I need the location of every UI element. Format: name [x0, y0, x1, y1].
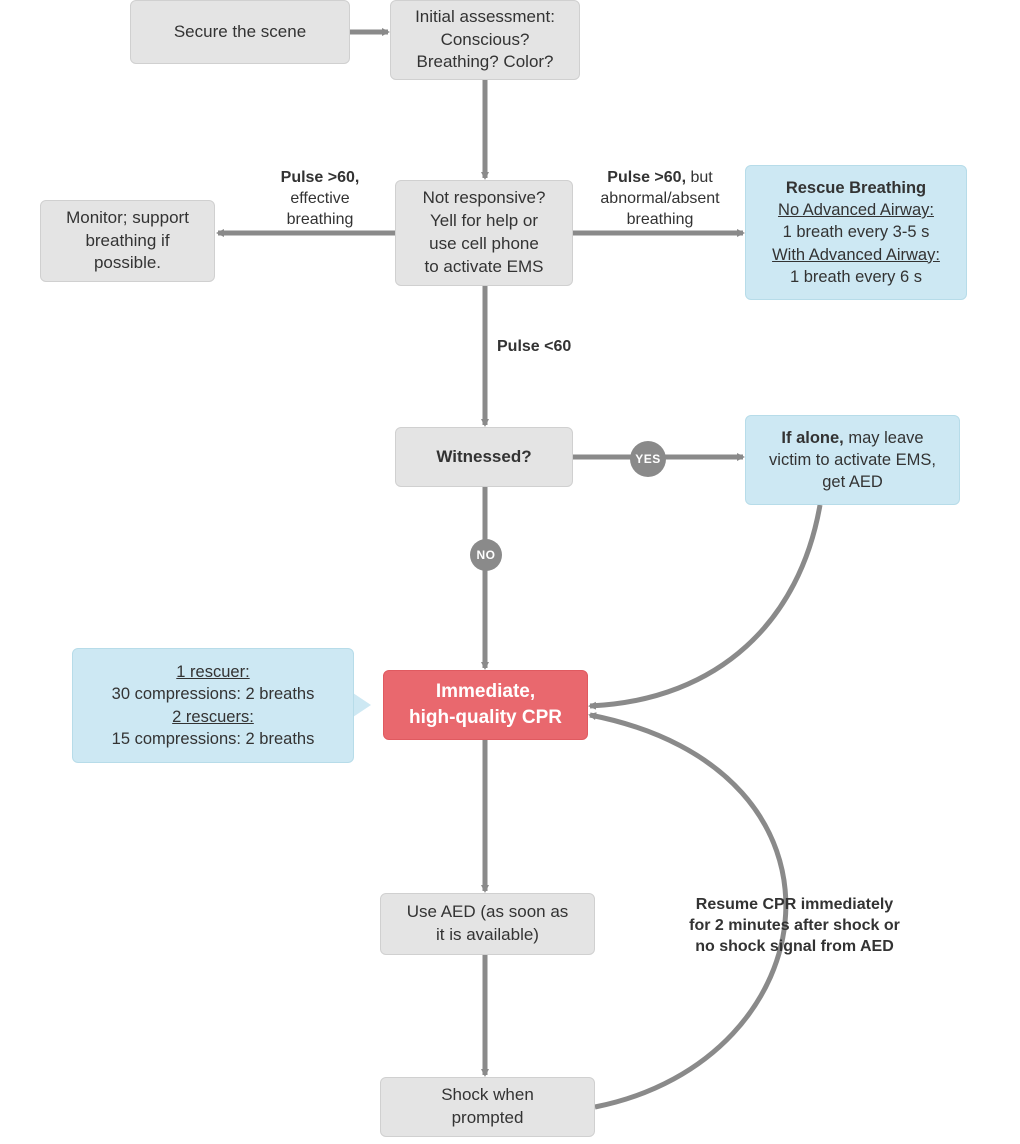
node-text: If alone, may leave victim to activate E… [760, 427, 945, 494]
node-secure-scene: Secure the scene [130, 0, 350, 64]
node-rescue-breathing: Rescue Breathing No Advanced Airway: 1 b… [745, 165, 967, 300]
node-witnessed: Witnessed? [395, 427, 573, 487]
node-text: Witnessed? [436, 446, 531, 469]
edge-label-pulse60-right: Pulse >60, but abnormal/absent breathing [580, 168, 740, 230]
node-initial-assessment: Initial assessment: Conscious? Breathing… [390, 0, 580, 80]
node-text: Rescue Breathing No Advanced Airway: 1 b… [772, 177, 940, 288]
node-cpr: Immediate, high-quality CPR [383, 670, 588, 740]
node-shock: Shock when prompted [380, 1077, 595, 1137]
node-text: Monitor; support breathing if possible. [66, 207, 189, 276]
edge-label-pulse-below-60: Pulse <60 [497, 337, 571, 358]
arrow-ifalone-to-cpr [590, 505, 820, 706]
node-text: Initial assessment: Conscious? Breathing… [415, 6, 555, 75]
node-text: Use AED (as soon as it is available) [407, 901, 569, 947]
node-text: Secure the scene [174, 21, 306, 44]
callout-pointer-icon [353, 693, 371, 717]
node-text: Immediate, high-quality CPR [409, 679, 562, 730]
node-monitor: Monitor; support breathing if possible. [40, 200, 215, 282]
node-text: 1 rescuer: 30 compressions: 2 breaths 2 … [112, 661, 315, 750]
node-text: Shock when prompted [441, 1084, 534, 1130]
node-text: Not responsive? Yell for help or use cel… [423, 187, 546, 279]
node-cpr-ratios: 1 rescuer: 30 compressions: 2 breaths 2 … [72, 648, 354, 763]
label-resume-cpr: Resume CPR immediately for 2 minutes aft… [657, 895, 932, 957]
badge-no: NO [470, 539, 502, 571]
node-if-alone: If alone, may leave victim to activate E… [745, 415, 960, 505]
edge-label-pulse60-left: Pulse >60, effective breathing [255, 168, 385, 230]
node-not-responsive: Not responsive? Yell for help or use cel… [395, 180, 573, 286]
node-use-aed: Use AED (as soon as it is available) [380, 893, 595, 955]
badge-yes: YES [630, 441, 666, 477]
